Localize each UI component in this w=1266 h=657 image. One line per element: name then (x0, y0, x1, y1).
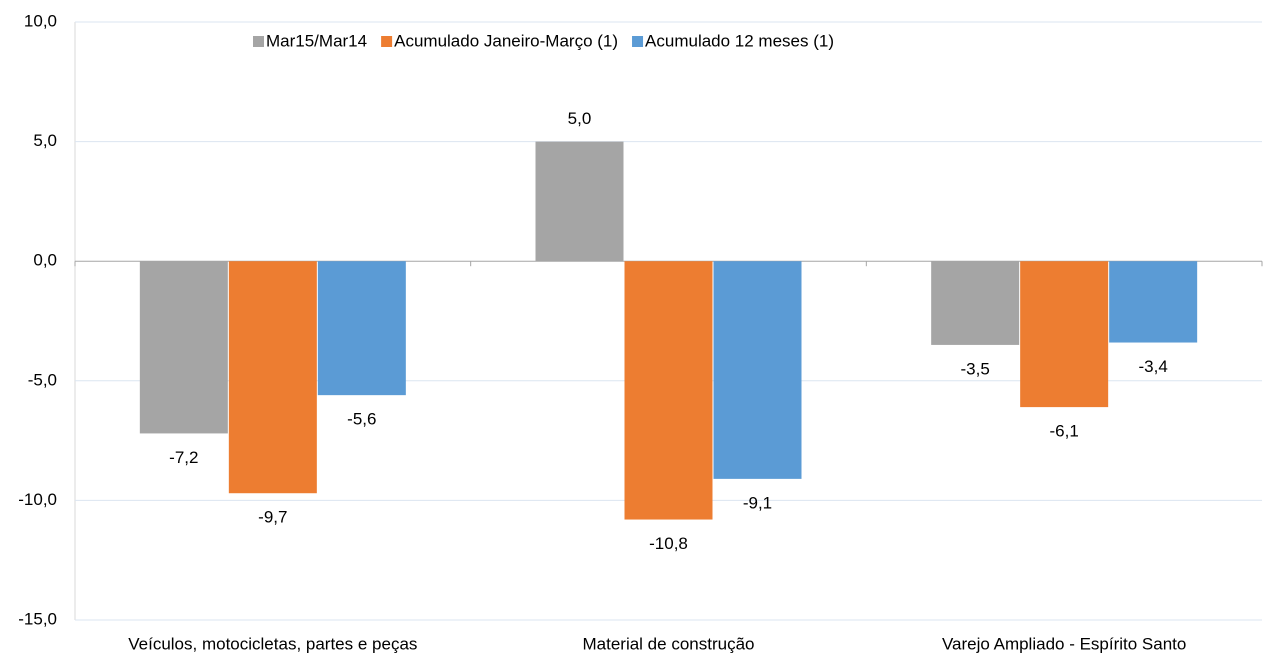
y-tick-label: 0,0 (33, 251, 57, 270)
bar (535, 141, 624, 262)
bar (931, 261, 1020, 345)
y-tick-label: -5,0 (28, 370, 57, 389)
bar (228, 261, 317, 494)
value-label: -3,4 (1139, 357, 1168, 376)
legend-swatch (632, 36, 644, 47)
y-tick-label: 5,0 (33, 131, 57, 150)
bar (624, 261, 713, 520)
bar (713, 261, 802, 479)
bar (317, 261, 406, 396)
bar (1109, 261, 1198, 343)
bar (1020, 261, 1109, 408)
value-label: -7,2 (169, 448, 198, 467)
x-tick-label: Material de construção (583, 634, 755, 653)
legend-label: Acumulado 12 meses (1) (645, 31, 834, 50)
x-tick-label: Veículos, motocicletas, partes e peças (128, 634, 417, 653)
value-label: -9,1 (743, 493, 772, 512)
legend-swatch (381, 36, 393, 47)
value-label: -3,5 (961, 359, 990, 378)
value-label: 5,0 (568, 109, 592, 128)
y-tick-label: -15,0 (18, 609, 57, 628)
legend-label: Acumulado Janeiro-Março (1) (394, 31, 618, 50)
bar (139, 261, 228, 434)
value-label: -6,1 (1050, 422, 1079, 441)
legend-swatch (253, 36, 264, 47)
legend-label: Mar15/Mar14 (266, 31, 367, 50)
y-tick-label: 10,0 (24, 11, 57, 30)
value-label: -5,6 (347, 410, 376, 429)
value-label: -10,8 (649, 534, 688, 553)
value-label: -9,7 (258, 508, 287, 527)
x-tick-label: Varejo Ampliado - Espírito Santo (942, 634, 1186, 653)
y-tick-label: -10,0 (18, 490, 57, 509)
